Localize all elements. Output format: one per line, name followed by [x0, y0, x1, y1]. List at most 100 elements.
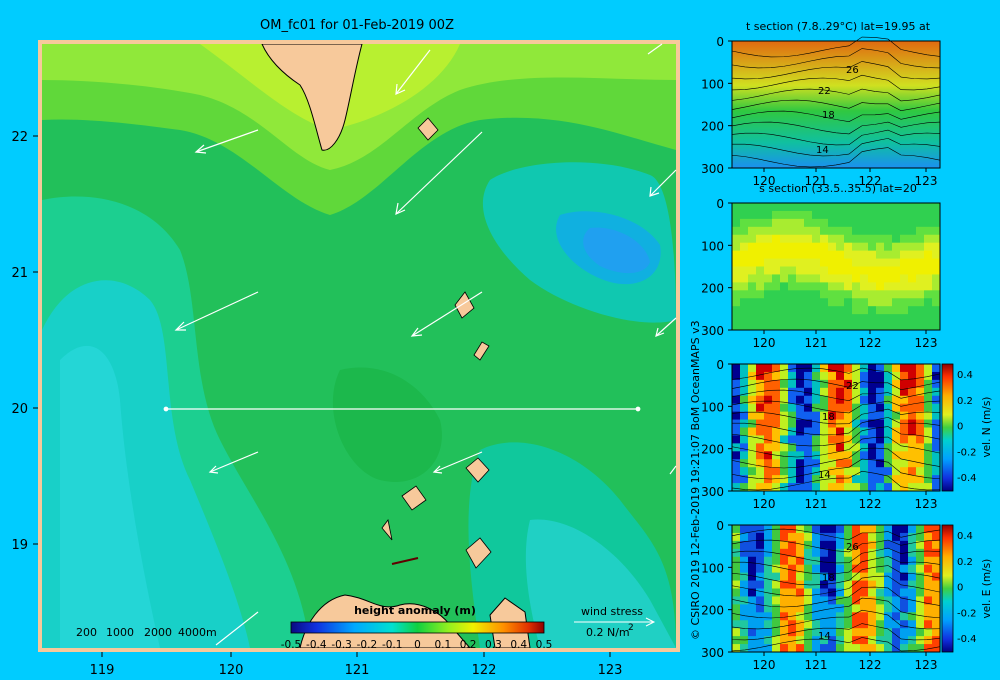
section-cell	[852, 636, 861, 645]
velocity-tick-label: 0.2	[957, 557, 973, 568]
section-cell	[868, 556, 877, 566]
section-cell	[892, 242, 901, 252]
section-cell	[732, 371, 741, 381]
section-cell	[812, 234, 821, 244]
section-cell	[756, 314, 765, 323]
section-cell	[876, 532, 885, 542]
section-cell	[828, 540, 837, 550]
section-cell	[892, 588, 901, 597]
section-cell	[868, 364, 877, 373]
section-cell	[876, 540, 885, 550]
section-cell	[876, 387, 885, 397]
section-cell	[924, 234, 933, 244]
section-cell	[772, 644, 781, 653]
section-cell	[908, 258, 917, 267]
section-cell	[876, 258, 885, 267]
section-cell	[932, 556, 941, 566]
contour-line	[731, 528, 941, 540]
section-cell	[788, 427, 797, 436]
section-cell	[852, 435, 861, 444]
section-cell	[884, 210, 893, 220]
section-cell	[900, 644, 909, 653]
lat-tick-label: 20	[11, 402, 28, 417]
section-cell	[844, 604, 853, 613]
wind-stress-vectors	[174, 43, 677, 646]
section-cell	[764, 371, 773, 381]
contour-label: 26	[846, 65, 859, 76]
section-cell	[772, 274, 781, 283]
section-cell	[756, 203, 765, 212]
section-cell	[772, 475, 781, 484]
section-cell	[892, 540, 901, 550]
section-cell	[908, 234, 917, 244]
section-cell	[756, 242, 765, 252]
section-cell	[852, 564, 861, 574]
section-cell	[764, 298, 773, 307]
section-cell	[916, 628, 925, 637]
section-cell	[756, 564, 765, 574]
section-cell	[756, 226, 765, 236]
section-cell	[820, 628, 829, 637]
wind-vector	[395, 49, 431, 95]
section-cell	[852, 475, 861, 484]
colorbar-tick-label: -0.3	[331, 639, 352, 651]
section-cell	[796, 322, 805, 331]
section-cell	[924, 218, 933, 228]
section-cell	[884, 564, 893, 574]
section-cell	[852, 483, 861, 492]
section-cell	[788, 644, 797, 653]
section-cell	[916, 475, 925, 484]
section-cell	[788, 250, 797, 260]
section-cell	[852, 525, 861, 534]
section-cell	[876, 612, 885, 621]
section-cell	[900, 588, 909, 597]
section-title: t section (7.8..29°C) lat=19.95 at	[746, 20, 931, 33]
section-cell	[740, 588, 749, 597]
section-cell	[796, 451, 805, 460]
section-cell	[916, 604, 925, 613]
section-cell	[796, 306, 805, 315]
section-cell	[788, 467, 797, 476]
section-cell	[916, 532, 925, 542]
section-cell	[924, 282, 933, 291]
section-cell	[748, 364, 757, 373]
section-cell	[740, 467, 749, 476]
section-cell	[868, 475, 877, 484]
section-cell	[764, 226, 773, 236]
depth-tick-label: 200	[701, 282, 724, 296]
section-cell	[844, 210, 853, 220]
section-cell	[916, 290, 925, 299]
section-cell	[900, 266, 909, 275]
section-cell	[756, 612, 765, 621]
section-cell	[780, 467, 789, 476]
section-cell	[796, 403, 805, 413]
section-cell	[836, 443, 845, 452]
section-cell	[772, 306, 781, 315]
wind-vector	[649, 169, 677, 197]
section-cell	[740, 403, 749, 413]
section-cell	[772, 282, 781, 291]
section-cell	[796, 564, 805, 574]
section-cell	[748, 379, 757, 389]
section-cell	[900, 274, 909, 283]
section-cell	[916, 322, 925, 331]
lon-tick-label: 123	[915, 497, 938, 511]
island	[391, 557, 419, 565]
section-cell	[780, 379, 789, 389]
section-cell	[844, 620, 853, 629]
section-cell	[732, 282, 741, 291]
lon-tick-label: 123	[598, 663, 623, 678]
section-cell	[796, 282, 805, 291]
section-cell	[900, 467, 909, 476]
section-cell	[924, 532, 933, 542]
section-cell	[732, 364, 741, 373]
section-cell	[900, 540, 909, 550]
section-cell	[852, 234, 861, 244]
height-anomaly-field	[42, 44, 676, 648]
section-cell	[804, 395, 813, 405]
section-cell	[884, 596, 893, 605]
section-cell	[908, 242, 917, 252]
section-cell	[740, 540, 749, 550]
contour-label: 14	[818, 470, 831, 481]
section-cell	[780, 443, 789, 452]
